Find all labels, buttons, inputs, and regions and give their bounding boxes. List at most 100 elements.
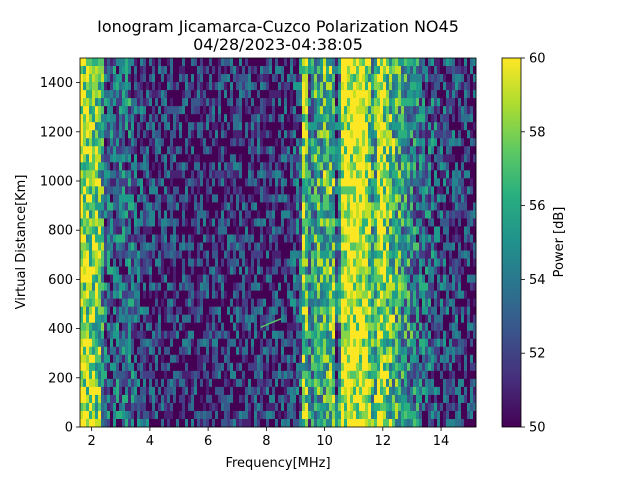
- heatmap-cell: [368, 394, 372, 404]
- heatmap-cell: [188, 162, 192, 171]
- heatmap-cell: [326, 266, 330, 275]
- heatmap-cell: [347, 250, 351, 259]
- heatmap-cell: [332, 234, 336, 243]
- heatmap-cell: [131, 122, 135, 131]
- heatmap-cell: [269, 130, 273, 139]
- heatmap-cell: [149, 154, 153, 163]
- heatmap-cell: [311, 378, 315, 388]
- heatmap-cell: [215, 218, 219, 227]
- heatmap-cell: [221, 258, 225, 267]
- heatmap-cell: [89, 162, 93, 171]
- heatmap-cell: [359, 370, 363, 380]
- heatmap-cell: [227, 290, 231, 299]
- heatmap-cell: [296, 242, 300, 251]
- heatmap-cell: [308, 338, 312, 348]
- heatmap-cell: [350, 410, 354, 420]
- heatmap-cell: [380, 74, 384, 83]
- heatmap-cell: [173, 170, 177, 179]
- heatmap-cell: [224, 418, 228, 428]
- heatmap-cell: [113, 138, 117, 147]
- heatmap-cell: [227, 58, 231, 67]
- heatmap-cell: [242, 114, 246, 123]
- heatmap-cell: [119, 266, 123, 275]
- heatmap-cell: [140, 354, 144, 364]
- heatmap-cell: [143, 122, 147, 131]
- heatmap-cell: [326, 58, 330, 67]
- heatmap-cell: [350, 90, 354, 99]
- heatmap-cell: [242, 330, 246, 340]
- heatmap-cell: [326, 370, 330, 380]
- heatmap-cell: [302, 370, 306, 380]
- heatmap-cell: [269, 330, 273, 340]
- heatmap-cell: [302, 202, 306, 211]
- heatmap-cell: [113, 258, 117, 267]
- heatmap-cell: [203, 114, 207, 123]
- heatmap-cell: [326, 162, 330, 171]
- heatmap-cell: [125, 178, 129, 187]
- heatmap-cell: [191, 162, 195, 171]
- heatmap-cell: [98, 418, 102, 428]
- heatmap-cell: [119, 402, 123, 412]
- heatmap-cell: [347, 234, 351, 243]
- heatmap-cell: [269, 186, 273, 195]
- heatmap-cell: [164, 210, 168, 219]
- heatmap-cell: [185, 410, 189, 420]
- heatmap-cell: [350, 218, 354, 227]
- heatmap-cell: [158, 370, 162, 380]
- heatmap-cell: [140, 178, 144, 187]
- heatmap-cell: [161, 298, 165, 308]
- heatmap-cell: [245, 234, 249, 243]
- heatmap-cell: [80, 418, 84, 428]
- heatmap-cell: [254, 298, 258, 308]
- heatmap-cell: [125, 282, 129, 291]
- heatmap-cell: [395, 122, 399, 131]
- heatmap-cell: [332, 258, 336, 267]
- heatmap-cell: [269, 378, 273, 388]
- heatmap-cell: [209, 346, 213, 356]
- heatmap-cell: [287, 82, 291, 91]
- heatmap-cell: [137, 362, 141, 372]
- heatmap-cell: [281, 234, 285, 243]
- heatmap-cell: [317, 114, 321, 123]
- heatmap-cell: [143, 234, 147, 243]
- heatmap-cell: [296, 394, 300, 404]
- heatmap-cell: [167, 98, 171, 107]
- heatmap-cell: [293, 418, 297, 428]
- heatmap-cell: [107, 162, 111, 171]
- heatmap-cell: [140, 66, 144, 75]
- heatmap-cell: [326, 250, 330, 259]
- heatmap-cell: [92, 338, 96, 348]
- heatmap-cell: [173, 74, 177, 83]
- heatmap-cell: [215, 298, 219, 308]
- heatmap-cell: [353, 98, 357, 107]
- heatmap-cell: [98, 98, 102, 107]
- heatmap-cell: [242, 394, 246, 404]
- heatmap-cell: [371, 114, 375, 123]
- heatmap-cell: [341, 266, 345, 275]
- heatmap-cell: [377, 410, 381, 420]
- heatmap-cell: [404, 242, 408, 251]
- heatmap-cell: [89, 90, 93, 99]
- heatmap-cell: [239, 138, 243, 147]
- heatmap-cell: [98, 402, 102, 412]
- heatmap-cell: [320, 106, 324, 115]
- heatmap-cell: [290, 146, 294, 155]
- heatmap-cell: [281, 370, 285, 380]
- heatmap-cell: [122, 290, 126, 299]
- heatmap-cell: [107, 202, 111, 211]
- heatmap-cell: [389, 258, 393, 267]
- heatmap-cell: [380, 274, 384, 283]
- heatmap-cell: [281, 74, 285, 83]
- heatmap-cell: [128, 90, 132, 99]
- heatmap-cell: [368, 258, 372, 267]
- heatmap-cell: [140, 370, 144, 380]
- heatmap-cell: [191, 242, 195, 251]
- heatmap-cell: [215, 266, 219, 275]
- heatmap-cell: [344, 170, 348, 179]
- heatmap-cell: [233, 146, 237, 155]
- heatmap-cell: [200, 370, 204, 380]
- heatmap-cell: [263, 370, 267, 380]
- heatmap-cell: [134, 410, 138, 420]
- heatmap-cell: [143, 170, 147, 179]
- heatmap-cell: [401, 186, 405, 195]
